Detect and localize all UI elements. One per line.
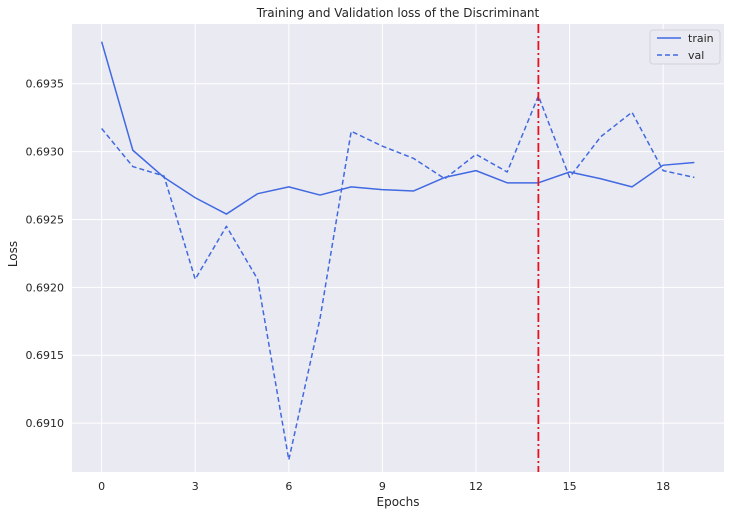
x-axis-label: Epochs xyxy=(377,495,420,509)
y-tick-label: 0.6920 xyxy=(26,281,65,294)
y-tick-label: 0.6925 xyxy=(26,213,65,226)
y-tick-labels: 0.6910 0.6915 0.6920 0.6925 0.6930 0.6935 xyxy=(26,78,65,430)
series-line-train xyxy=(100,41,695,215)
chart-title: Training and Validation loss of the Disc… xyxy=(256,6,540,20)
x-tick-label: 12 xyxy=(469,480,483,493)
x-tick-label: 0 xyxy=(98,480,105,493)
legend-train-label: train xyxy=(688,32,714,45)
legend: train val xyxy=(649,29,721,65)
series-line-val xyxy=(101,95,695,461)
y-tick-label: 0.6935 xyxy=(26,78,65,91)
legend-val-label: val xyxy=(688,49,704,62)
x-tick-label: 6 xyxy=(285,480,292,493)
y-tick-label: 0.6930 xyxy=(26,146,65,159)
plot-area xyxy=(72,24,724,472)
y-axis-label: Loss xyxy=(6,241,20,267)
x-tick-labels: 0 3 6 9 12 15 18 xyxy=(98,480,670,493)
y-tick-label: 0.6915 xyxy=(26,349,65,362)
grid-lines xyxy=(72,24,724,472)
x-tick-label: 18 xyxy=(656,480,670,493)
y-tick-label: 0.6910 xyxy=(26,417,65,430)
x-tick-label: 15 xyxy=(563,480,577,493)
x-tick-label: 3 xyxy=(192,480,199,493)
x-tick-label: 9 xyxy=(379,480,386,493)
series-group xyxy=(100,41,695,461)
